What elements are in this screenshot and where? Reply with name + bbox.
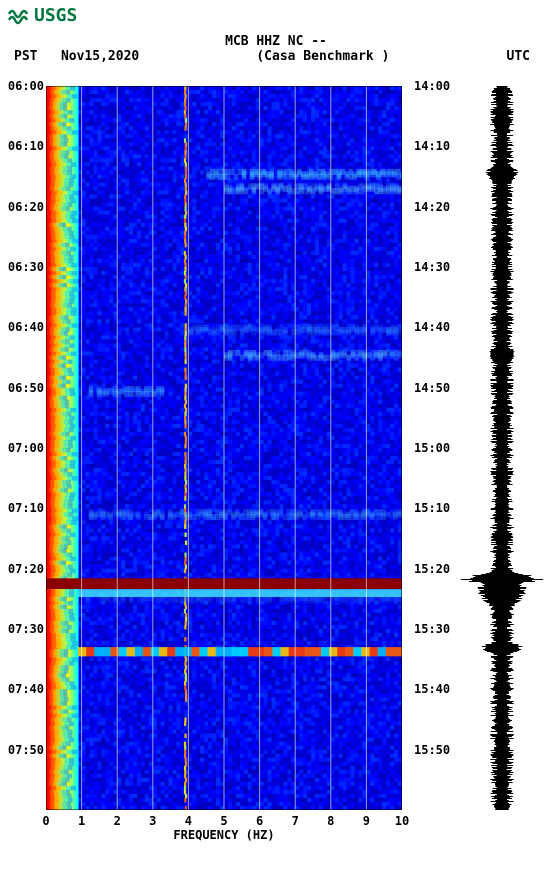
- ytick-pst: 06:50: [8, 381, 44, 395]
- ytick-pst: 07:20: [8, 562, 44, 576]
- ytick-utc: 14:50: [414, 381, 450, 395]
- date: Nov15,2020: [61, 49, 139, 64]
- xtick: 8: [327, 814, 334, 828]
- xtick: 1: [78, 814, 85, 828]
- ytick-pst: 06:00: [8, 79, 44, 93]
- ytick-utc: 15:30: [414, 622, 450, 636]
- ytick-utc: 15:00: [414, 441, 450, 455]
- ytick-pst: 07:50: [8, 743, 44, 757]
- ytick-pst: 07:40: [8, 682, 44, 696]
- ytick-utc: 15:50: [414, 743, 450, 757]
- x-axis-frequency: FREQUENCY (HZ) 012345678910: [46, 810, 402, 850]
- ytick-pst: 06:40: [8, 320, 44, 334]
- ytick-utc: 14:20: [414, 200, 450, 214]
- ytick-pst: 06:20: [8, 200, 44, 214]
- ytick-utc: 15:40: [414, 682, 450, 696]
- xtick: 2: [114, 814, 121, 828]
- usgs-logo: USGS: [8, 4, 77, 26]
- xtick: 9: [363, 814, 370, 828]
- xtick: 10: [395, 814, 409, 828]
- x-axis-label: FREQUENCY (HZ): [46, 828, 402, 842]
- left-timezone: PST: [14, 49, 37, 64]
- ytick-pst: 07:00: [8, 441, 44, 455]
- xtick: 5: [220, 814, 227, 828]
- station-id: MCB HHZ NC --: [0, 34, 552, 49]
- y-axis-pst: 06:0006:1006:2006:3006:4006:5007:0007:10…: [4, 86, 44, 810]
- plot-header: MCB HHZ NC -- PST Nov15,2020 (Casa Bench…: [0, 34, 552, 64]
- xtick: 6: [256, 814, 263, 828]
- ytick-utc: 14:30: [414, 260, 450, 274]
- ytick-utc: 14:10: [414, 139, 450, 153]
- ytick-pst: 06:30: [8, 260, 44, 274]
- xtick: 0: [42, 814, 49, 828]
- station-name: (Casa Benchmark ): [256, 49, 389, 64]
- ytick-pst: 07:30: [8, 622, 44, 636]
- waveform-plot: [460, 86, 544, 810]
- logo-text: USGS: [34, 5, 77, 26]
- ytick-utc: 14:40: [414, 320, 450, 334]
- right-timezone: UTC: [507, 49, 530, 64]
- ytick-utc: 15:20: [414, 562, 450, 576]
- ytick-pst: 07:10: [8, 501, 44, 515]
- xtick: 4: [185, 814, 192, 828]
- xtick: 3: [149, 814, 156, 828]
- xtick: 7: [292, 814, 299, 828]
- ytick-utc: 14:00: [414, 79, 450, 93]
- y-axis-utc: 14:0014:1014:2014:3014:4014:5015:0015:10…: [404, 86, 448, 810]
- wave-icon: [8, 4, 30, 26]
- ytick-utc: 15:10: [414, 501, 450, 515]
- spectrogram-plot: [46, 86, 402, 810]
- ytick-pst: 06:10: [8, 139, 44, 153]
